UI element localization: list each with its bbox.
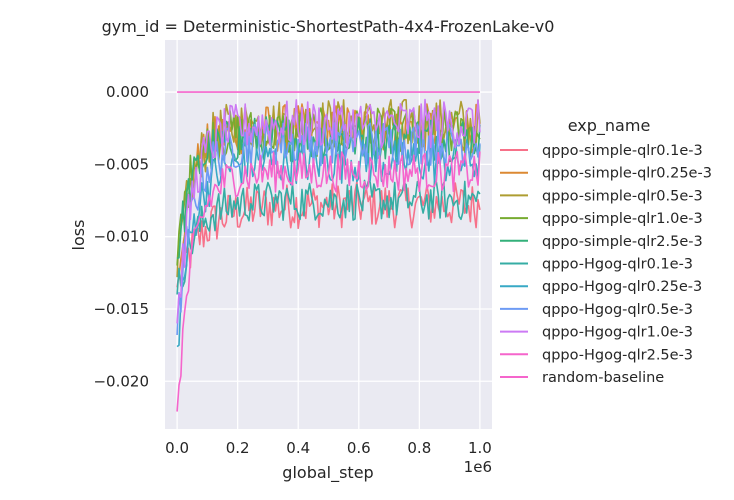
x-tick-label: 0.2 <box>226 439 250 457</box>
legend-entry: random-baseline <box>542 370 664 386</box>
legend: qppo-simple-qlr0.1e-3 qppo-simple-qlr0.25… <box>500 143 712 386</box>
legend-entry: qppo-Hgog-qlr1.0e-3 <box>542 325 693 341</box>
legend-entry: qppo-simple-qlr0.25e-3 <box>542 166 712 182</box>
legend-entry: qppo-simple-qlr0.5e-3 <box>542 188 703 204</box>
legend-title: exp_name <box>568 116 651 136</box>
y-tick-label: −0.015 <box>93 300 149 318</box>
grid-lines <box>165 40 492 429</box>
legend-entry: qppo-Hgog-qlr0.25e-3 <box>542 279 702 295</box>
x-tick-label: 0.6 <box>347 439 371 457</box>
y-tick-label: −0.005 <box>93 155 149 173</box>
series-line <box>176 98 481 324</box>
y-tick-label: −0.010 <box>93 228 149 246</box>
legend-entry: qppo-Hgog-qlr2.5e-3 <box>542 347 693 363</box>
legend-entry: qppo-simple-qlr1.0e-3 <box>542 211 703 227</box>
x-tick-label: 1.0 <box>468 439 492 457</box>
legend-entry: qppo-simple-qlr2.5e-3 <box>542 234 703 250</box>
series-line <box>176 179 481 295</box>
series-lines <box>176 91 481 412</box>
series-line <box>176 151 481 412</box>
legend-entry: qppo-Hgog-qlr0.5e-3 <box>542 302 693 318</box>
legend-entry: qppo-simple-qlr0.1e-3 <box>542 143 703 159</box>
x-tick-label: 0.0 <box>165 439 189 457</box>
x-tick-label: 0.4 <box>286 439 310 457</box>
legend-entry: qppo-Hgog-qlr0.1e-3 <box>542 257 693 273</box>
plot-area <box>165 40 492 429</box>
x-tick-labels: 0.0 0.2 0.4 0.6 0.8 1.0 <box>165 439 492 457</box>
chart-title: gym_id = Deterministic-ShortestPath-4x4-… <box>102 17 555 37</box>
series-line <box>176 120 481 336</box>
y-tick-label: −0.020 <box>93 372 149 390</box>
y-tick-labels: 0.000 −0.005 −0.010 −0.015 −0.020 <box>93 83 149 390</box>
y-axis-label: loss <box>69 220 88 251</box>
y-tick-label: 0.000 <box>106 83 149 101</box>
x-tick-label: 0.8 <box>407 439 431 457</box>
x-axis-label: global_step <box>282 463 373 483</box>
x-offset-label: 1e6 <box>464 458 492 476</box>
